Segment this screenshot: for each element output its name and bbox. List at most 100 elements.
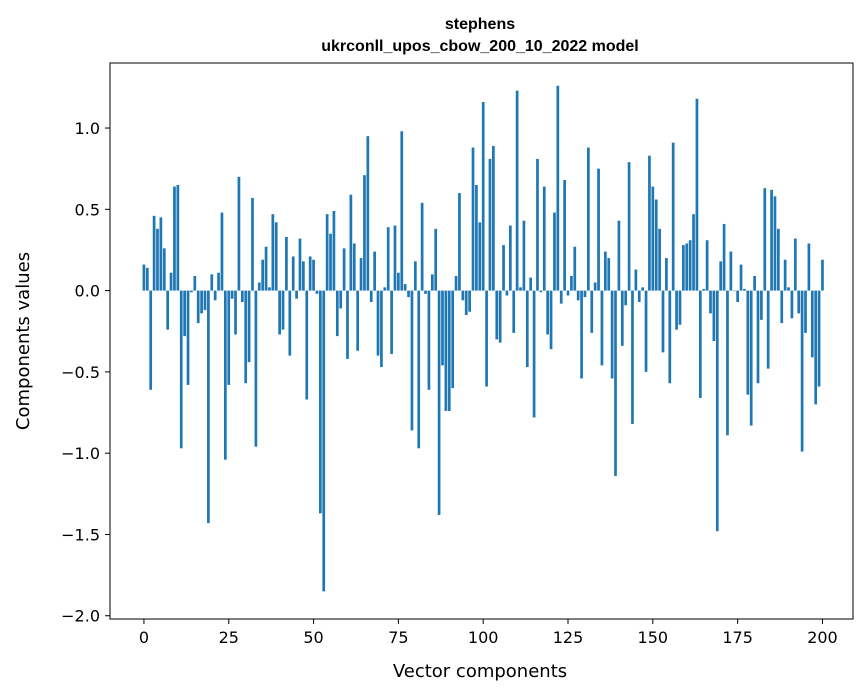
bar: [763, 188, 767, 291]
bar: [658, 228, 661, 291]
bar: [183, 290, 186, 337]
bar: [485, 290, 488, 387]
bar: [162, 248, 166, 291]
y-axis-label: Components values: [13, 252, 34, 430]
bar: [196, 290, 200, 324]
bar: [468, 290, 471, 312]
bar: [753, 275, 756, 291]
bar: [641, 287, 645, 291]
bars-group: [142, 85, 824, 592]
bar: [458, 193, 461, 291]
bar: [519, 287, 522, 291]
bar: [505, 290, 509, 296]
y-tick-label: 0.5: [75, 200, 100, 219]
bar: [607, 258, 611, 291]
bar: [756, 290, 760, 384]
bar: [502, 245, 505, 291]
y-tick-label: −1.5: [61, 525, 100, 544]
bar: [308, 256, 312, 291]
bar: [271, 214, 275, 291]
bar: [329, 233, 332, 291]
y-tick-label: 1.0: [75, 119, 100, 138]
bar: [770, 189, 773, 291]
bar: [529, 277, 533, 291]
bar: [424, 290, 427, 294]
bar: [576, 290, 580, 301]
x-tick-label: 50: [303, 628, 323, 647]
bar: [804, 290, 807, 333]
bar: [434, 228, 438, 291]
bar: [261, 259, 265, 291]
y-tick-label: −1.0: [61, 444, 100, 463]
bar: [746, 290, 750, 395]
bar: [298, 238, 302, 291]
bar: [451, 290, 455, 389]
bar: [542, 186, 546, 291]
bar: [475, 184, 478, 291]
bar: [179, 290, 183, 449]
bar: [386, 227, 390, 291]
bar: [525, 290, 529, 368]
bar: [522, 220, 526, 291]
chart-title: stephens: [445, 16, 515, 33]
bar: [817, 290, 821, 387]
bar: [156, 228, 159, 291]
bar: [207, 290, 210, 524]
bar: [695, 98, 699, 291]
bar: [166, 290, 170, 330]
bar: [278, 290, 281, 335]
bar: [349, 194, 353, 291]
bar: [563, 180, 566, 291]
bar: [709, 290, 712, 314]
bar: [142, 264, 146, 291]
bar: [743, 288, 746, 291]
bar: [488, 158, 492, 291]
bar: [698, 290, 702, 398]
plot-frame: [109, 62, 854, 620]
bar: [200, 290, 203, 314]
bar: [217, 272, 220, 291]
bar: [685, 243, 689, 291]
bar: [244, 290, 248, 384]
bar: [614, 290, 617, 476]
bar: [807, 243, 811, 291]
bar: [390, 290, 393, 354]
bar: [719, 261, 723, 291]
bar: [515, 90, 519, 291]
bar: [430, 274, 434, 291]
bar: [352, 243, 356, 291]
bar: [559, 290, 563, 304]
bar: [766, 290, 770, 369]
bar: [637, 290, 641, 302]
bar: [512, 290, 516, 333]
bar: [285, 236, 288, 291]
bar: [722, 223, 726, 291]
bar: [671, 142, 675, 291]
bar: [383, 287, 387, 291]
bar: [570, 275, 573, 291]
bar: [190, 290, 193, 293]
bar: [787, 287, 790, 291]
bar: [302, 261, 305, 291]
bar: [420, 202, 424, 291]
bar: [454, 275, 458, 291]
bar: [359, 258, 363, 291]
bar: [332, 210, 336, 291]
x-axis-label: Vector components: [393, 661, 567, 682]
bar: [247, 290, 251, 363]
bar: [461, 290, 465, 301]
bar: [790, 290, 794, 319]
bar: [257, 282, 261, 291]
bar: [536, 158, 539, 291]
bar: [661, 290, 665, 353]
bar: [149, 290, 153, 390]
bar: [264, 246, 268, 291]
bar: [732, 290, 736, 292]
bar: [237, 176, 241, 291]
bar: [729, 251, 733, 291]
bar: [651, 186, 655, 291]
bar: [624, 290, 628, 306]
bar: [403, 284, 407, 291]
bar: [427, 290, 431, 390]
bar: [274, 222, 278, 291]
